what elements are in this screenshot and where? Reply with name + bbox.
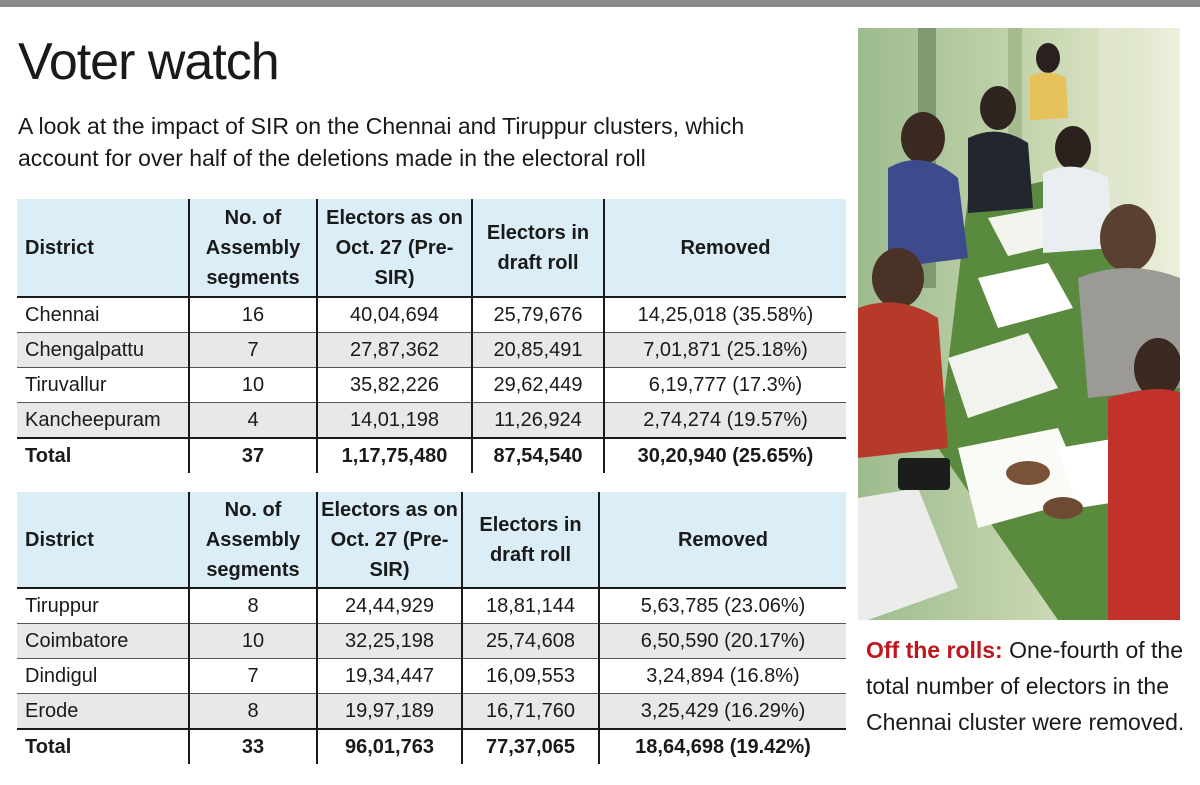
chennai-cluster-table: District No. of Assembly segments Electo…	[17, 199, 846, 473]
cell-removed: 14,25,018 (35.58%)	[603, 296, 846, 333]
table-row: Tiruvallur 10 35,82,226 29,62,449 6,19,7…	[17, 367, 846, 403]
cell-electors-draft: 18,81,144	[461, 587, 599, 624]
cell-electors-draft: 29,62,449	[471, 367, 604, 403]
total-electors-pre: 96,01,763	[316, 728, 462, 764]
cell-removed: 5,63,785 (23.06%)	[598, 587, 846, 624]
photo-caption: Off the rolls: One-fourth of the total n…	[866, 632, 1186, 740]
cell-removed: 6,19,777 (17.3%)	[603, 367, 846, 403]
cell-district: Chennai	[17, 296, 189, 333]
table-row: Coimbatore 10 32,25,198 25,74,608 6,50,5…	[17, 623, 846, 659]
cell-segments: 10	[188, 623, 317, 659]
cell-segments: 16	[188, 296, 317, 333]
cell-segments: 7	[188, 658, 317, 694]
cell-electors-pre: 19,34,447	[316, 658, 462, 694]
top-rule	[0, 0, 1200, 7]
cell-electors-pre: 24,44,929	[316, 587, 462, 624]
header-assembly-segments: No. of Assembly segments	[188, 492, 317, 588]
total-electors-pre: 1,17,75,480	[316, 437, 472, 473]
table-row: Chennai 16 40,04,694 25,79,676 14,25,018…	[17, 296, 846, 333]
header-assembly-segments: No. of Assembly segments	[188, 199, 317, 297]
total-segments: 37	[188, 437, 317, 473]
header-electors-pre-sir: Electors as on Oct. 27 (Pre-SIR)	[316, 199, 472, 297]
table-row: Tiruppur 8 24,44,929 18,81,144 5,63,785 …	[17, 587, 846, 624]
cell-electors-draft: 25,79,676	[471, 296, 604, 333]
cell-electors-draft: 11,26,924	[471, 402, 604, 438]
tiruppur-cluster-table: District No. of Assembly segments Electo…	[17, 492, 846, 764]
cell-district: Tiruvallur	[17, 367, 189, 403]
page-subtitle: A look at the impact of SIR on the Chenn…	[18, 113, 745, 171]
cell-removed: 6,50,590 (20.17%)	[598, 623, 846, 659]
cell-district: Tiruppur	[17, 587, 189, 624]
cell-removed: 7,01,871 (25.18%)	[603, 332, 846, 368]
news-photo	[858, 28, 1180, 620]
cell-electors-pre: 14,01,198	[316, 402, 472, 438]
table-row: Dindigul 7 19,34,447 16,09,553 3,24,894 …	[17, 658, 846, 694]
total-row: Total 37 1,17,75,480 87,54,540 30,20,940…	[17, 437, 846, 473]
total-electors-draft: 77,37,065	[461, 728, 599, 764]
photo-illustration	[858, 28, 1180, 620]
cell-electors-pre: 40,04,694	[316, 296, 472, 333]
header-removed: Removed	[598, 492, 846, 588]
caption-text: One-fourth of the total number of electo…	[866, 637, 1185, 735]
cell-district: Kancheepuram	[17, 402, 189, 438]
total-row: Total 33 96,01,763 77,37,065 18,64,698 (…	[17, 728, 846, 764]
total-label: Total	[17, 728, 189, 764]
cell-district: Chengalpattu	[17, 332, 189, 368]
cell-district: Erode	[17, 693, 189, 729]
cell-segments: 7	[188, 332, 317, 368]
header-removed: Removed	[603, 199, 846, 297]
header-district: District	[17, 199, 189, 297]
cell-electors-pre: 19,97,189	[316, 693, 462, 729]
total-label: Total	[17, 437, 189, 473]
cell-electors-draft: 20,85,491	[471, 332, 604, 368]
cell-segments: 8	[188, 693, 317, 729]
total-removed: 18,64,698 (19.42%)	[598, 728, 846, 764]
cell-segments: 4	[188, 402, 317, 438]
cell-electors-pre: 27,87,362	[316, 332, 472, 368]
table-row: Erode 8 19,97,189 16,71,760 3,25,429 (16…	[17, 693, 846, 729]
header-district: District	[17, 492, 189, 588]
page-title: Voter watch	[18, 33, 280, 91]
header-electors-pre-sir: Electors as on Oct. 27 (Pre-SIR)	[316, 492, 462, 588]
cell-electors-draft: 16,09,553	[461, 658, 599, 694]
cell-electors-draft: 16,71,760	[461, 693, 599, 729]
caption-lead: Off the rolls:	[866, 637, 1003, 663]
table-row: Kancheepuram 4 14,01,198 11,26,924 2,74,…	[17, 402, 846, 438]
table-header-row: District No. of Assembly segments Electo…	[17, 199, 846, 297]
cell-segments: 8	[188, 587, 317, 624]
cell-district: Coimbatore	[17, 623, 189, 659]
total-electors-draft: 87,54,540	[471, 437, 604, 473]
cell-segments: 10	[188, 367, 317, 403]
table-header-row: District No. of Assembly segments Electo…	[17, 492, 846, 588]
header-electors-draft: Electors in draft roll	[471, 199, 604, 297]
cell-removed: 2,74,274 (19.57%)	[603, 402, 846, 438]
cell-electors-pre: 32,25,198	[316, 623, 462, 659]
table-row: Chengalpattu 7 27,87,362 20,85,491 7,01,…	[17, 332, 846, 368]
header-electors-draft: Electors in draft roll	[461, 492, 599, 588]
total-segments: 33	[188, 728, 317, 764]
total-removed: 30,20,940 (25.65%)	[603, 437, 846, 473]
cell-removed: 3,24,894 (16.8%)	[598, 658, 846, 694]
cell-removed: 3,25,429 (16.29%)	[598, 693, 846, 729]
cell-district: Dindigul	[17, 658, 189, 694]
cell-electors-pre: 35,82,226	[316, 367, 472, 403]
cell-electors-draft: 25,74,608	[461, 623, 599, 659]
